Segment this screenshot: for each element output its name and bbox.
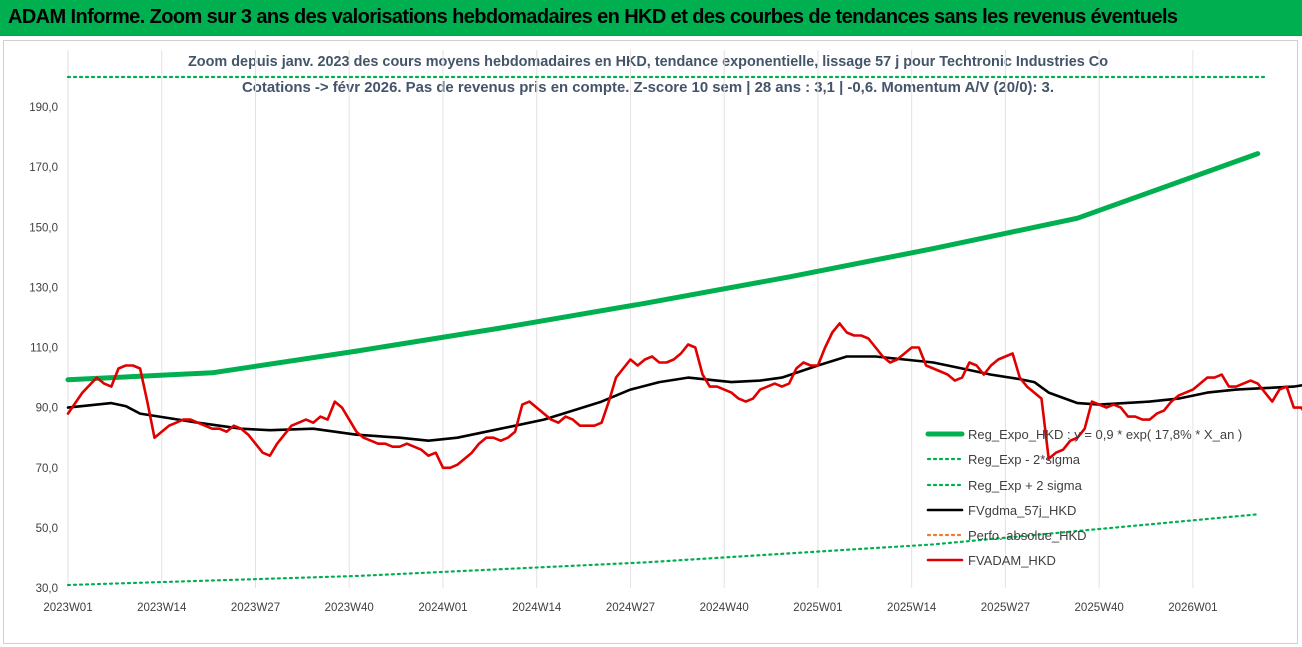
y-axis-ticks: 190,0 170,0 150,0 130,0 110,0 90,0 70,0 50,0 30,… [29,102,58,595]
x-tick-label: 2025W27 [981,602,1030,614]
legend-label: Reg_Exp + 2 sigma [968,478,1083,493]
x-tick-label: 2025W40 [1075,602,1124,614]
gridlines [67,50,1194,588]
x-tick-label: 2023W27 [231,602,280,614]
y-tick-label: 130,0 [29,282,58,294]
x-tick-label: 2025W01 [793,602,842,614]
y-tick-label: 110,0 [30,343,58,355]
x-tick-label: 2024W14 [512,602,562,614]
legend-label: Reg_Expo_HKD : y = 0,9 * exp( 17,8% * X_… [968,427,1242,442]
legend-label: Reg_Exp - 2*sigma [968,452,1081,467]
legend: Reg_Expo_HKD : y = 0,9 * exp( 17,8% * X_… [925,427,1242,568]
x-axis-ticks: 2023W01 2023W14 2023W27 2023W40 2024W01 2024W… [43,602,1217,614]
x-tick-label: 2024W27 [606,602,655,614]
chart-title-line1: Zoom depuis janv. 2023 des cours moyens … [188,53,1108,70]
x-tick-label: 2023W01 [43,602,92,614]
y-tick-label: 50,0 [36,523,58,535]
series-line [66,322,1302,470]
y-tick-label: 30,0 [36,583,58,595]
x-tick-label: 2024W01 [418,602,467,614]
legend-label: FVgdma_57j_HKD [968,503,1076,518]
series-line [65,151,1261,383]
report-title: ADAM Informe. Zoom sur 3 ans des valoris… [8,6,1178,28]
series-line [66,355,1302,443]
x-tick-label: 2026W01 [1168,602,1217,614]
chart-frame [3,40,1298,644]
x-tick-label: 2024W40 [700,602,749,614]
y-tick-label: 190,0 [29,102,58,114]
y-tick-label: 90,0 [36,403,58,415]
legend-label: Perfo. absolue_HKD [968,528,1087,543]
y-tick-label: 70,0 [36,463,58,475]
x-tick-label: 2023W40 [325,602,374,614]
legend-label: FVADAM_HKD [968,553,1056,568]
chart-title-line2: Cotations -> févr 2026. Pas de revenus p… [242,79,1054,96]
report-header: ADAM Informe. Zoom sur 3 ans des valoris… [0,0,1302,36]
y-tick-label: 170,0 [29,162,58,174]
x-tick-label: 2023W14 [137,602,187,614]
series-lines [65,75,1302,587]
series-line [66,513,1259,587]
y-tick-label: 150,0 [29,222,58,234]
x-tick-label: 2025W14 [887,602,937,614]
